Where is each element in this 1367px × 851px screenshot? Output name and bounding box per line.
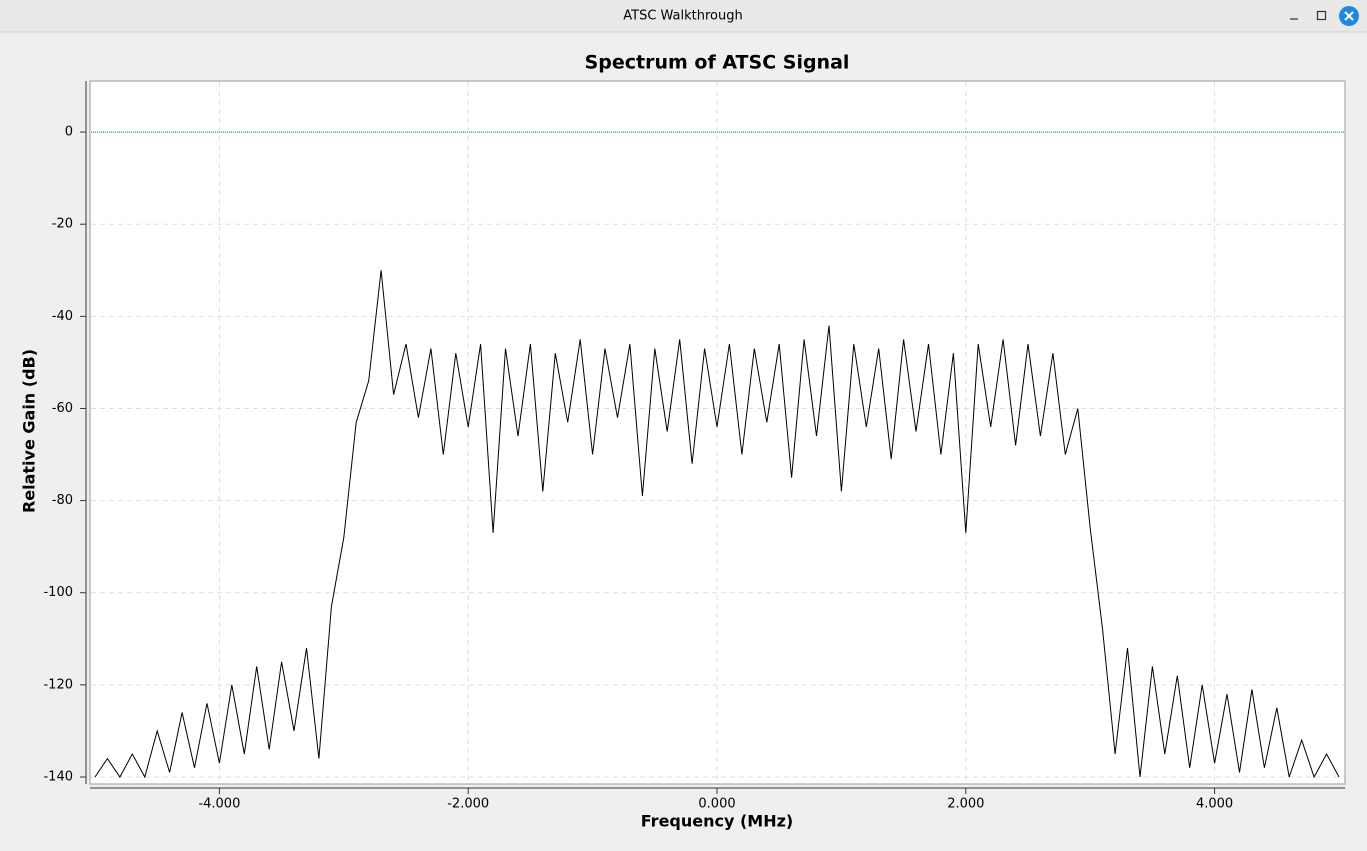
x-axis-label: Frequency (MHz) (641, 812, 793, 831)
y-tick-label: -140 (43, 770, 73, 785)
y-tick-label: -20 (52, 217, 73, 232)
x-tick-label: -2.000 (447, 797, 489, 812)
y-tick-label: -60 (52, 401, 73, 416)
maximize-button[interactable] (1316, 10, 1327, 21)
y-tick-label: -100 (43, 585, 73, 600)
y-tick-label: -120 (43, 677, 73, 692)
window-title: ATSC Walkthrough (623, 9, 743, 24)
close-icon (1344, 11, 1354, 21)
x-tick-label: 4.000 (1196, 797, 1233, 812)
spectrum-line (94, 270, 1340, 779)
chart-title: Spectrum of ATSC Signal (585, 52, 850, 74)
x-tick-label: 2.000 (947, 797, 984, 812)
plot-area (89, 80, 1346, 785)
title-bar (0, 0, 1367, 32)
y-axis-label: Relative Gain (dB) (20, 349, 39, 513)
y-tick-label: 0 (65, 125, 73, 140)
x-tick-label: 0.000 (698, 797, 735, 812)
close-button[interactable] (1339, 6, 1359, 26)
x-tick-label: -4.000 (198, 797, 240, 812)
y-tick-label: -40 (52, 309, 73, 324)
y-tick-label: -80 (52, 493, 73, 508)
